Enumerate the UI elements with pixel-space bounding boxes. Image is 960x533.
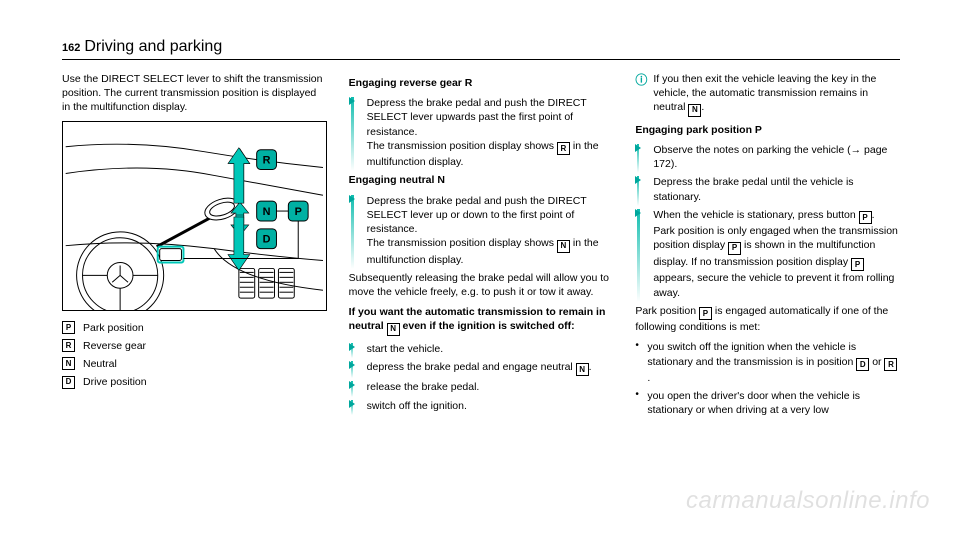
step-engage-n: depress the brake pedal and engage neutr… (367, 360, 614, 377)
legend-sym-d: D (62, 376, 75, 389)
step-reverse: Depress the brake pedal and push the DIR… (349, 96, 614, 169)
legend-sym-p: P (62, 321, 75, 334)
heading-neutral: Engaging neutral N (349, 173, 614, 187)
info-note: ⓘ If you then exit the vehicle leaving t… (635, 72, 900, 117)
legend-sym-r: R (62, 339, 75, 352)
intro-text: Use the DIRECT SELECT lever to shift the… (62, 72, 327, 115)
info-icon: ⓘ (635, 72, 649, 117)
para-auto-park: Park position P is engaged automatically… (635, 304, 900, 335)
bold-neutral-note: If you want the automatic transmission t… (349, 305, 614, 336)
direct-select-figure: R N D P (62, 121, 327, 311)
legend-label-d: Drive position (83, 375, 147, 389)
heading-reverse: Engaging reverse gear R (349, 76, 614, 90)
para-release: Subsequently releasing the brake pedal w… (349, 271, 614, 299)
step-depress: Depress the brake pedal until the vehicl… (653, 175, 900, 203)
chapter-title: Driving and parking (84, 38, 222, 56)
legend-label-r: Reverse gear (83, 339, 146, 353)
heading-park: Engaging park position P (635, 123, 900, 137)
step-release: release the brake pedal. (367, 380, 614, 394)
bullet-door: you open the driver's door when the vehi… (647, 389, 900, 417)
bullet-ignition: you switch off the ignition when the veh… (647, 340, 900, 385)
column-1: Use the DIRECT SELECT lever to shift the… (62, 72, 327, 422)
watermark: carmanualsonline.info (686, 487, 930, 515)
column-3: ⓘ If you then exit the vehicle leaving t… (635, 72, 900, 422)
page-header: 162 Driving and parking (62, 38, 900, 60)
fig-label-r: R (263, 154, 271, 166)
page-number: 162 (62, 42, 80, 54)
step-press-p: When the vehicle is stationary, press bu… (653, 208, 900, 300)
fig-label-n: N (263, 206, 271, 218)
step-observe: Observe the notes on parking the vehicle… (653, 143, 900, 171)
fig-label-d: D (263, 233, 271, 245)
legend-label-p: Park position (83, 321, 144, 335)
step-neutral: Depress the brake pedal and push the DIR… (349, 194, 614, 267)
figure-legend: P Park position R Reverse gear N Neutral DD… (62, 321, 327, 390)
step-ignition-off: switch off the ignition. (367, 399, 614, 413)
fig-label-p: P (295, 206, 302, 218)
legend-label-n: Neutral (83, 357, 117, 371)
step-start: start the vehicle. (367, 342, 614, 356)
column-2: Engaging reverse gear R Depress the brak… (349, 72, 614, 422)
legend-sym-n: N (62, 357, 75, 370)
